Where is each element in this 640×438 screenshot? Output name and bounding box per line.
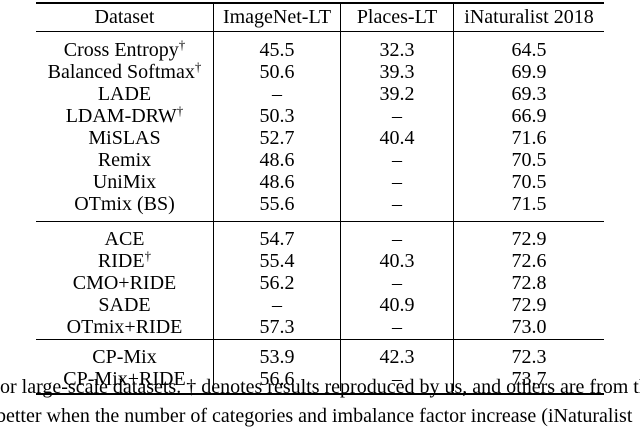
table-bottom-rule (36, 393, 604, 395)
method-label: RIDE (97, 250, 145, 272)
value-cell: 40.4 (379, 127, 415, 149)
value-cell: 72.9 (511, 228, 547, 250)
value-cell: 72.9 (511, 294, 547, 316)
method-label: OTmix (BS) (74, 193, 175, 215)
value-cell: 55.4 (259, 250, 295, 272)
value-cell: – (392, 228, 402, 250)
method-name: Balanced Softmax† (36, 59, 213, 83)
value-cell: 53.9 (259, 346, 295, 368)
value-cell: 73.7 (511, 368, 547, 390)
value-cell: 40.3 (379, 250, 415, 272)
method-label: OTmix+RIDE (66, 316, 183, 338)
header-cell: Dataset (94, 6, 155, 28)
method-label: CP-Mix (92, 346, 157, 368)
method-name: CMO+RIDE (36, 273, 213, 293)
value-cell: – (272, 83, 282, 105)
method-name: Cross Entropy† (36, 37, 213, 61)
column-separator (213, 4, 214, 391)
method-label: CMO+RIDE (72, 272, 177, 294)
method-label: Balanced Softmax (47, 61, 195, 83)
method-name: ACE (36, 229, 213, 249)
caption-line-2: better when the number of categories and… (0, 405, 636, 427)
value-cell: 39.2 (379, 83, 415, 105)
value-cell: 69.3 (511, 83, 547, 105)
value-cell: 48.6 (259, 171, 295, 193)
value-cell: 50.6 (259, 61, 295, 83)
caption-line-1: or large-scale datasets. † denotes resul… (0, 376, 640, 398)
header-rule (36, 31, 604, 32)
method-label: MiSLAS (88, 127, 161, 149)
value-cell: 66.9 (511, 105, 547, 127)
column-separator (340, 4, 341, 391)
group-rule (36, 339, 604, 340)
value-cell: – (392, 272, 402, 294)
value-cell: 55.6 (259, 193, 295, 215)
method-label: SADE (98, 294, 151, 316)
value-cell: 70.5 (511, 171, 547, 193)
dagger-mark: † (194, 59, 202, 74)
method-name: LADE (36, 84, 213, 104)
value-cell: 48.6 (259, 149, 295, 171)
value-cell: 56.2 (259, 272, 295, 294)
method-label: LADE (97, 83, 152, 105)
value-cell: 56.6 (259, 368, 295, 390)
value-cell: – (392, 368, 402, 390)
value-cell: – (392, 149, 402, 171)
dagger-mark: † (176, 103, 184, 118)
header-cell: Places-LT (356, 6, 438, 28)
value-cell: 52.7 (259, 127, 295, 149)
group-rule (36, 221, 604, 222)
dagger-mark: † (144, 248, 152, 263)
value-cell: – (392, 105, 402, 127)
value-cell: 72.3 (511, 346, 547, 368)
header-cell: ImageNet-LT (222, 6, 332, 28)
method-label: Remix (97, 149, 152, 171)
method-name: LDAM-DRW† (36, 103, 213, 127)
method-label: CP-Mix+RIDE (63, 368, 186, 390)
value-cell: – (392, 316, 402, 338)
method-name: RIDE† (36, 248, 213, 272)
method-name: CP-Mix (36, 347, 213, 367)
value-cell: – (272, 294, 282, 316)
value-cell: 64.5 (511, 39, 547, 61)
value-cell: 32.3 (379, 39, 415, 61)
method-name: CP-Mix+RIDE (36, 369, 213, 389)
value-cell: 72.8 (511, 272, 547, 294)
value-cell: 73.0 (511, 316, 547, 338)
value-cell: 70.5 (511, 149, 547, 171)
value-cell: 71.6 (511, 127, 547, 149)
value-cell: 39.3 (379, 61, 415, 83)
value-cell: – (392, 171, 402, 193)
method-label: Cross Entropy (63, 39, 179, 61)
method-name: Remix (36, 150, 213, 170)
value-cell: 69.9 (511, 61, 547, 83)
value-cell: 57.3 (259, 316, 295, 338)
value-cell: 72.6 (511, 250, 547, 272)
value-cell: 50.3 (259, 105, 295, 127)
method-name: MiSLAS (36, 128, 213, 148)
method-label: LDAM-DRW (65, 105, 177, 127)
method-name: OTmix (BS) (36, 194, 213, 214)
method-label: ACE (104, 228, 145, 250)
value-cell: 54.7 (259, 228, 295, 250)
value-cell: 71.5 (511, 193, 547, 215)
method-name: OTmix+RIDE (36, 317, 213, 337)
header-cell: iNaturalist 2018 (464, 6, 594, 28)
value-cell: 42.3 (379, 346, 415, 368)
value-cell: 40.9 (379, 294, 415, 316)
column-separator (453, 4, 454, 391)
method-label: UniMix (92, 171, 157, 193)
value-cell: 45.5 (259, 39, 295, 61)
dagger-mark: † (178, 37, 186, 52)
method-name: UniMix (36, 172, 213, 192)
value-cell: – (392, 193, 402, 215)
method-name: SADE (36, 295, 213, 315)
table-top-rule (36, 2, 604, 4)
